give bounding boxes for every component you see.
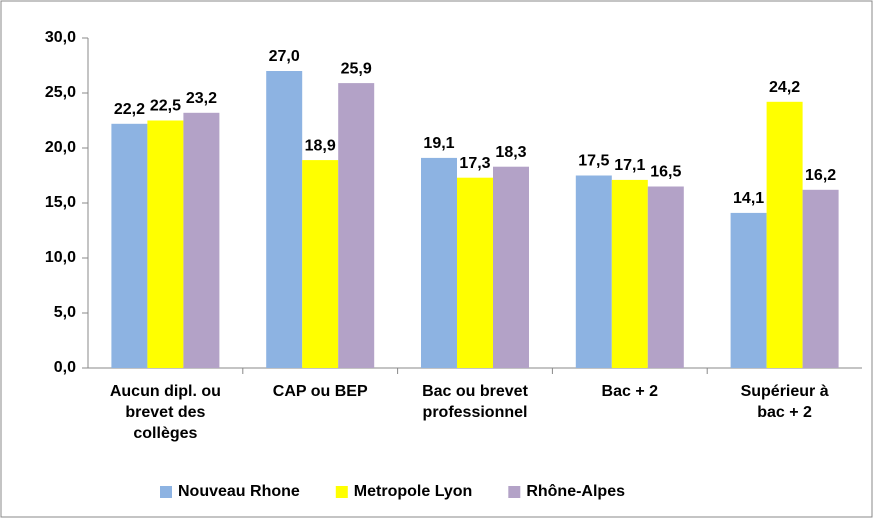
value-label: 16,5 xyxy=(650,164,681,181)
y-tick-label: 30,0 xyxy=(45,29,76,46)
y-tick-label: 15,0 xyxy=(45,194,76,211)
value-label: 14,1 xyxy=(733,190,764,207)
value-label: 24,2 xyxy=(769,79,800,96)
bar xyxy=(147,120,184,368)
value-label: 19,1 xyxy=(423,135,454,152)
value-label: 18,9 xyxy=(305,137,336,154)
bar xyxy=(338,83,375,368)
value-label: 18,3 xyxy=(495,144,526,161)
value-label: 17,3 xyxy=(459,155,490,172)
y-tick-label: 25,0 xyxy=(45,84,76,101)
x-tick-label: Aucun dipl. ou brevet des collèges xyxy=(110,383,221,442)
legend-swatch xyxy=(508,486,521,498)
value-label: 23,2 xyxy=(186,90,217,107)
legend-label: Rhône-Alpes xyxy=(526,483,625,500)
x-tick-label: Bac ou brevet professionnel xyxy=(422,383,528,421)
x-tick-label: Bac + 2 xyxy=(602,383,659,400)
value-label: 22,5 xyxy=(150,98,181,115)
y-tick-label: 0,0 xyxy=(54,359,76,376)
bar xyxy=(730,212,767,368)
legend-swatch xyxy=(160,486,172,498)
legend-swatch xyxy=(335,486,348,498)
value-label: 25,9 xyxy=(341,60,372,77)
value-label: 27,0 xyxy=(269,48,300,65)
y-tick-label: 5,0 xyxy=(54,304,76,321)
bar xyxy=(266,71,303,368)
bar xyxy=(302,160,339,368)
value-label: 17,1 xyxy=(614,157,645,174)
value-label: 16,2 xyxy=(805,167,836,184)
bar xyxy=(457,177,493,368)
bar xyxy=(111,123,148,368)
legend-label: Metropole Lyon xyxy=(354,483,473,500)
bar xyxy=(802,189,839,368)
bar xyxy=(766,101,803,369)
y-tick-label: 20,0 xyxy=(45,139,76,156)
bar xyxy=(183,112,220,368)
y-tick-label: 10,0 xyxy=(45,249,76,266)
bar xyxy=(647,186,684,368)
value-label: 22,2 xyxy=(114,101,145,118)
x-tick-label: Supérieur à bac + 2 xyxy=(741,383,829,421)
value-label: 17,5 xyxy=(578,153,609,170)
bar xyxy=(611,179,648,368)
bar xyxy=(493,166,529,368)
legend-label: Nouveau Rhone xyxy=(178,483,300,500)
x-tick-label: CAP ou BEP xyxy=(273,383,368,400)
bar xyxy=(575,175,612,368)
bar xyxy=(421,157,457,368)
